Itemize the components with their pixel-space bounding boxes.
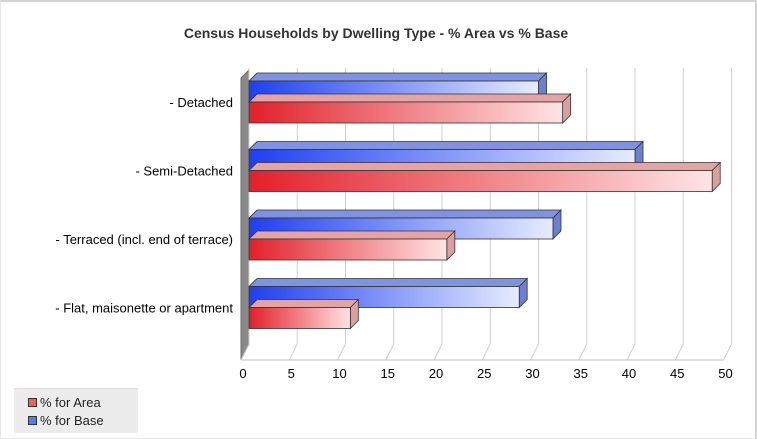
bar-area-0: [248, 93, 572, 124]
legend-swatch-base: [28, 415, 37, 425]
x-tick-label: 25: [477, 366, 491, 381]
bar-area-1: [248, 161, 722, 193]
grid-floor-line: [578, 343, 588, 361]
bar-area-3: [248, 298, 360, 330]
legend-swatch-area: [28, 397, 37, 407]
x-tick-label: 10: [332, 366, 346, 381]
grid-floor-line: [288, 343, 298, 361]
plot-back-wall: [240, 68, 250, 361]
bar-area-3-top: [248, 299, 360, 308]
grid-floor-line: [530, 343, 539, 361]
bar-area-2-top: [248, 230, 456, 240]
bar-base-3-top: [248, 278, 529, 287]
x-tick-label: 20: [429, 366, 443, 381]
bar-area-0-front: [248, 101, 564, 124]
bar-area-2: [248, 230, 456, 261]
x-tick-label: 45: [670, 366, 684, 381]
legend-item-area: % for Area: [28, 393, 101, 411]
grid-floor-line: [674, 343, 684, 361]
grid-floor-line: [626, 343, 636, 361]
legend: % for Area % for Base: [14, 388, 138, 433]
x-tick-label: 40: [622, 366, 636, 381]
category-label: - Semi-Detached: [135, 164, 233, 179]
bar-area-2-front: [248, 238, 448, 261]
grid-floor-line: [337, 343, 346, 361]
category-label: - Flat, maisonette or apartment: [55, 301, 233, 316]
category-label: - Terraced (incl. end of terrace): [56, 232, 234, 247]
grid-floor-line: [240, 343, 250, 361]
bar-area-3-front: [248, 307, 351, 329]
bar-base-2-top: [248, 209, 562, 219]
left-wall: [240, 68, 250, 361]
plot-labels: 0 5 10 15 20 25 30 35 40 45 50 - Detached - Semi-Det…: [55, 95, 732, 381]
grid-floor-line: [481, 343, 491, 361]
bar-area-0-top: [248, 93, 572, 103]
bar-base-1-top: [248, 141, 644, 150]
chart-title: Census Households by Dwelling Type - % A…: [184, 25, 569, 41]
x-tick-label: 50: [718, 366, 732, 381]
grid-floor-line: [385, 343, 395, 361]
grid-floor-line: [723, 343, 732, 361]
x-tick-label: 15: [381, 366, 395, 381]
bar-base-0-top: [248, 72, 548, 82]
legend-label-area: % for Area: [40, 394, 101, 410]
category-label: - Detached: [169, 95, 233, 110]
bar-area-1-top: [248, 162, 722, 171]
x-tick-label: 35: [574, 366, 588, 381]
bar-area-1-front: [248, 170, 713, 192]
grid-floor-line: [433, 343, 443, 361]
x-tick-label: 5: [288, 366, 295, 381]
legend-label-base: % for Base: [40, 412, 104, 428]
x-tick-label: 30: [525, 366, 539, 381]
plot-bars: [248, 72, 722, 330]
legend-item-base: % for Base: [28, 411, 104, 429]
x-tick-label: 0: [239, 366, 246, 381]
